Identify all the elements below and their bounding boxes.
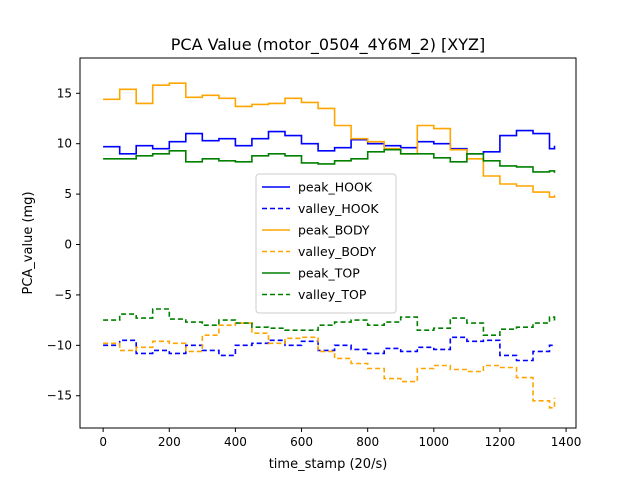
series-line-valley-top: [103, 308, 556, 336]
legend-label: peak_HOOK: [298, 180, 373, 195]
y-tick-label: −5: [54, 288, 72, 302]
plot-frame: [79, 57, 577, 429]
y-axis-ticks: −15 −10 −5 0 5 10 15: [47, 86, 80, 403]
x-tick-label: 1400: [551, 435, 582, 449]
series-line-peak-top: [103, 148, 556, 173]
legend-label: peak_BODY: [298, 223, 370, 238]
series-line-valley-hook: [103, 336, 556, 362]
y-tick-label: −15: [47, 389, 72, 403]
legend-label: valley_TOP: [298, 287, 367, 302]
y-axis-label: PCA_value (mg): [21, 191, 36, 294]
x-tick-label: 0: [99, 435, 107, 449]
x-tick-label: 1000: [419, 435, 450, 449]
y-tick-label: 15: [57, 86, 72, 100]
legend-label: peak_TOP: [298, 266, 360, 281]
x-tick-label: 1200: [485, 435, 516, 449]
x-axis-ticks: 0 200 400 600 800 1000 1200 1400: [99, 428, 581, 449]
y-tick-label: 10: [57, 137, 72, 151]
x-tick-label: 200: [158, 435, 181, 449]
chart-title: PCA Value (motor_0504_4Y6M_2) [XYZ]: [171, 35, 485, 55]
legend-label: valley_BODY: [298, 244, 376, 259]
legend-frame: [255, 173, 397, 314]
series-line-valley-body: [103, 322, 556, 409]
plot-area: [79, 57, 577, 429]
x-axis-label: time_stamp (20/s): [269, 457, 388, 472]
series-line-peak-hook: [103, 129, 556, 155]
legend: peak_HOOK valley_HOOK peak_BODY valley_BODY…: [255, 173, 397, 314]
y-tick-label: 0: [64, 238, 72, 252]
series-line-peak-body: [103, 82, 556, 198]
x-tick-label: 800: [356, 435, 379, 449]
y-tick-label: 5: [64, 187, 72, 201]
legend-label: valley_HOOK: [298, 201, 379, 216]
x-tick-label: 400: [224, 435, 247, 449]
x-tick-label: 600: [290, 435, 313, 449]
y-tick-label: −10: [47, 338, 72, 352]
